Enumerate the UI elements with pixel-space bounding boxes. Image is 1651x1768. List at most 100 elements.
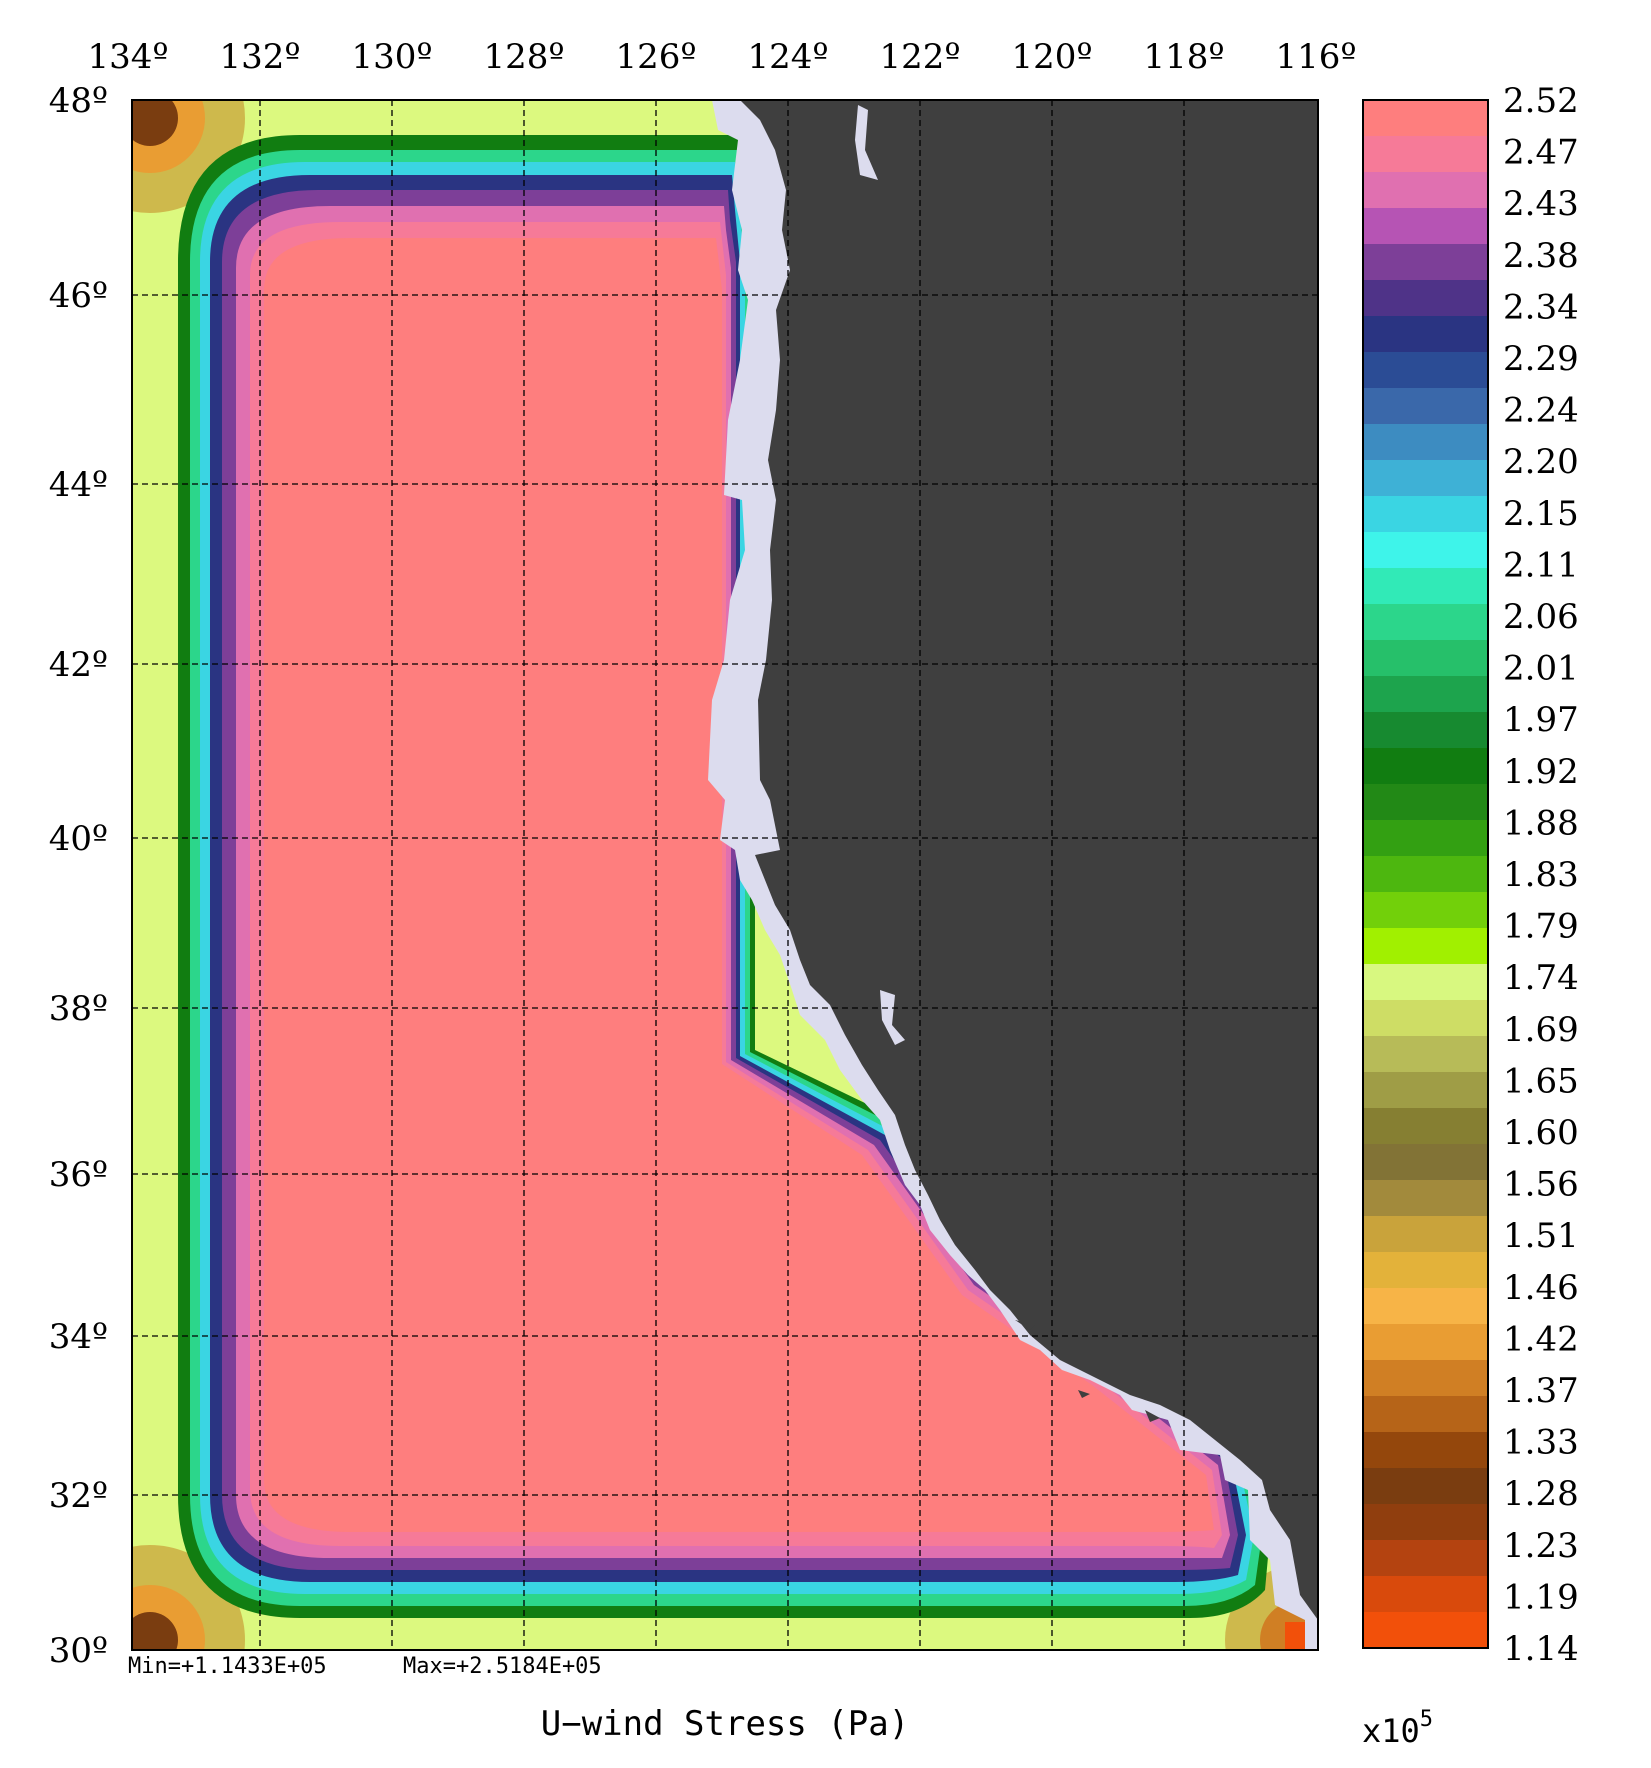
colorbar-swatch <box>1363 1036 1488 1073</box>
colorbar-swatch <box>1363 784 1488 821</box>
colorbar-swatch <box>1363 820 1488 857</box>
colorbar-swatch <box>1363 496 1488 533</box>
multiplier-base: x10 <box>1362 1712 1420 1750</box>
colorbar-swatch <box>1363 1000 1488 1037</box>
lat-tick: 44º <box>49 465 108 505</box>
colorbar-swatch <box>1363 1180 1488 1217</box>
colorbar-swatch <box>1363 1432 1488 1469</box>
colorbar-swatch <box>1363 1144 1488 1181</box>
colorbar-tick-label: 2.01 <box>1503 649 1579 689</box>
lat-tick: 46º <box>49 276 108 316</box>
colorbar-swatch <box>1363 964 1488 1001</box>
colorbar-tick-label: 1.28 <box>1503 1474 1579 1514</box>
min-value: Min=+1.1433E+05 <box>128 1654 327 1679</box>
colorbar-tick-label: 2.11 <box>1503 545 1579 585</box>
plot-title: U−wind Stress (Pa) <box>541 1704 909 1744</box>
colorbar-multiplier: x105 <box>1362 1707 1433 1750</box>
colorbar-tick-label: 1.37 <box>1503 1371 1579 1411</box>
colorbar-tick-label: 2.47 <box>1503 133 1579 173</box>
channel-island-2 <box>1145 1410 1160 1422</box>
lon-tick: 116º <box>1276 37 1357 77</box>
interior-region <box>264 238 1214 1532</box>
colorbar-swatch <box>1363 1576 1488 1613</box>
colorbar-tick-label: 1.92 <box>1503 752 1579 792</box>
lon-tick: 124º <box>748 37 829 77</box>
lat-tick: 38º <box>49 989 108 1029</box>
latitude-axis: 48º 46º 44º 42º 40º 38º 36º 34º 32º 30º <box>49 81 108 1671</box>
colorbar-swatch <box>1363 352 1488 389</box>
land-mass <box>740 100 1318 1620</box>
boundary-bands <box>178 135 1270 1618</box>
colorbar-swatch <box>1363 748 1488 785</box>
colorbar-swatch <box>1363 604 1488 641</box>
map-plot-area <box>132 100 1318 1650</box>
lon-tick: 118º <box>1144 37 1225 77</box>
colorbar-swatch <box>1363 1072 1488 1109</box>
colorbar-tick-label: 1.83 <box>1503 855 1579 895</box>
colorbar-tick-label: 1.97 <box>1503 700 1579 740</box>
colorbar-swatch <box>1363 640 1488 677</box>
channel-island-1 <box>1015 1320 1035 1330</box>
colorbar-swatch <box>1363 1360 1488 1397</box>
sf-bay <box>880 990 905 1045</box>
lat-tick: 40º <box>49 819 108 859</box>
colorbar-swatch <box>1363 1108 1488 1145</box>
puget-sound <box>855 105 878 180</box>
colorbar-swatch <box>1363 712 1488 749</box>
colorbar-swatch <box>1363 1324 1488 1361</box>
colorbar-tick-label: 2.43 <box>1503 184 1579 224</box>
colorbar-swatch <box>1363 136 1488 173</box>
lon-tick: 132º <box>220 37 301 77</box>
colorbar-swatch <box>1363 100 1488 137</box>
colorbar-swatch <box>1363 568 1488 605</box>
colorbar-tick-label: 1.42 <box>1503 1319 1579 1359</box>
colorbar-swatch <box>1363 1252 1488 1289</box>
colorbar-swatch <box>1363 424 1488 461</box>
max-value: Max=+2.5184E+05 <box>403 1654 602 1679</box>
colorbar-swatch <box>1363 208 1488 245</box>
lat-tick: 34º <box>49 1317 108 1357</box>
colorbar-swatch <box>1363 316 1488 353</box>
plot-frame <box>131 99 1319 1651</box>
colorbar-swatch <box>1363 676 1488 713</box>
colorbar-tick-label: 2.20 <box>1503 442 1579 482</box>
colorbar-swatch <box>1363 1504 1488 1541</box>
colorbar-swatch <box>1363 1288 1488 1325</box>
colorbar-swatch <box>1363 1468 1488 1505</box>
colorbar-tick-label: 1.79 <box>1503 907 1579 947</box>
grid-lines <box>132 100 1318 1650</box>
colorbar-swatch <box>1363 1216 1488 1253</box>
colorbar-tick-label: 2.34 <box>1503 287 1579 327</box>
colorbar-swatch <box>1363 244 1488 281</box>
lon-tick: 120º <box>1012 37 1093 77</box>
colorbar-tick-label: 2.24 <box>1503 391 1579 431</box>
lat-tick: 42º <box>49 645 108 685</box>
colorbar-tick-label: 1.65 <box>1503 1061 1579 1101</box>
lat-tick: 32º <box>49 1476 108 1516</box>
colorbar-tick-label: 1.19 <box>1503 1577 1579 1617</box>
colorbar-tick-label: 1.51 <box>1503 1216 1579 1256</box>
colorbar-tick-label: 1.23 <box>1503 1526 1579 1566</box>
lon-tick: 122º <box>880 37 961 77</box>
colorbar-tick-label: 1.74 <box>1503 958 1579 998</box>
colorbar-swatch <box>1363 172 1488 209</box>
multiplier-exponent: 5 <box>1420 1707 1433 1732</box>
lat-tick: 36º <box>49 1155 108 1195</box>
colorbar-tick-label: 1.14 <box>1503 1629 1579 1669</box>
colorbar-swatch <box>1363 460 1488 497</box>
colorbar-tick-label: 1.33 <box>1503 1423 1579 1463</box>
colorbar-tick-label: 1.46 <box>1503 1268 1579 1308</box>
colorbar-tick-label: 2.38 <box>1503 236 1579 276</box>
colorbar-tick-label: 2.29 <box>1503 339 1579 379</box>
lat-tick: 30º <box>49 1631 108 1671</box>
colorbar-swatch <box>1363 1540 1488 1577</box>
colorbar-swatch <box>1363 388 1488 425</box>
lon-tick: 126º <box>616 37 697 77</box>
colorbar-swatch <box>1363 532 1488 569</box>
colorbar-swatch <box>1363 928 1488 965</box>
colorbar-labels: 2.52 2.47 2.43 2.38 2.34 2.29 2.24 2.20 2.15 2.11… <box>1503 81 1579 1669</box>
lon-tick: 128º <box>484 37 565 77</box>
channel-island-3 <box>1078 1390 1090 1398</box>
colorbar <box>1363 100 1488 1649</box>
